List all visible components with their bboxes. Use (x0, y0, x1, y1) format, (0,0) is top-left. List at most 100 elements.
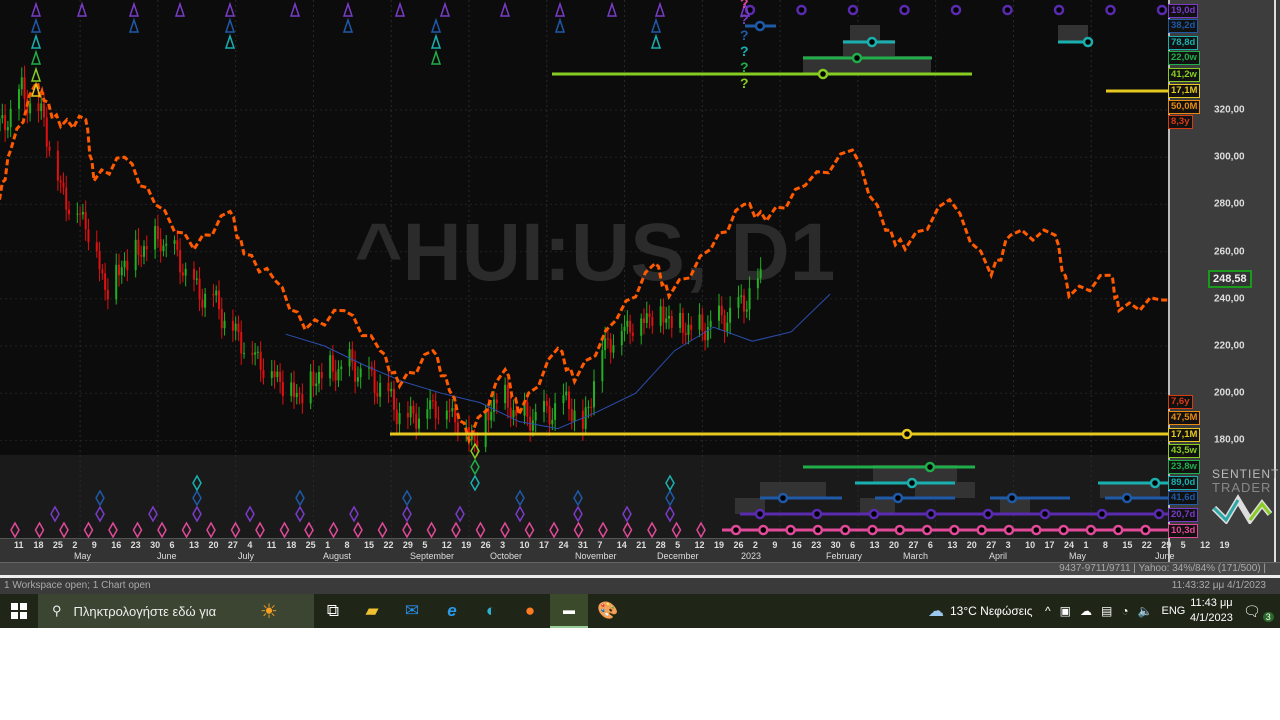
week-tick-label: 18 (33, 540, 44, 550)
system-tray[interactable]: ^ ▣ ☁ ▤ ◔ 🔈 ENG (1045, 594, 1185, 628)
cycle-length-label[interactable]: 17,1M (1168, 428, 1201, 442)
cycle-range-box (760, 482, 826, 498)
weather-widget[interactable]: ☁ 13°C Νεφώσεις (928, 594, 1033, 628)
cycle-trough-triangle-icon (224, 17, 236, 33)
cycle-diamond-icon (696, 521, 706, 538)
sentient-trader-taskbar-button[interactable]: ▬ (550, 594, 588, 628)
cycle-length-label[interactable]: 10,3d (1168, 524, 1199, 538)
wifi-icon[interactable]: ◔ (1121, 604, 1129, 618)
week-tick-label: 20 (889, 540, 900, 550)
cycle-length-label[interactable]: 17,1M (1168, 84, 1201, 98)
cycle-length-label[interactable]: 8,3y (1168, 115, 1193, 129)
candle-body (9, 108, 12, 128)
notifications-button[interactable]: 🗨 3 (1243, 594, 1274, 628)
candle-body (281, 382, 284, 396)
date-axis[interactable]: 11 18 25 2 9 16 23 30 6 13 20 27 4 11 18 25 1 8 15 22 29 5 12 1… (0, 538, 1230, 562)
price-tick-label: 220,00 (1214, 340, 1245, 352)
mail-button[interactable]: ✉ (393, 594, 431, 628)
cycle-trough-triangle-icon (342, 1, 354, 17)
cycle-length-label[interactable]: 41,6d (1168, 491, 1199, 505)
price-axis[interactable]: 320,00 300,00 280,00 260,00 240,00 220,00 200,… (1168, 0, 1280, 576)
candle-body (237, 323, 240, 333)
candle-body (106, 289, 109, 300)
cycle-length-label[interactable]: 7,6y (1168, 395, 1193, 409)
candle-body (320, 371, 323, 379)
clock[interactable]: 11:43 μμ 4/1/2023 (1190, 594, 1233, 628)
cycle-length-label[interactable]: 41,2w (1168, 68, 1200, 82)
cycle-length-label[interactable]: 23,8w (1168, 460, 1200, 474)
week-tick-label: 1 (1083, 540, 1089, 550)
candle-body (334, 371, 337, 381)
cycle-trough-triangle-icon (499, 1, 511, 17)
candle-body (431, 400, 434, 402)
clock-date: 4/1/2023 (1190, 612, 1233, 624)
cycle-trough-triangle-icon (394, 1, 406, 17)
candle-body (709, 320, 712, 327)
candle-body (606, 338, 609, 340)
chevron-up-icon[interactable]: ^ (1045, 604, 1051, 618)
price-chart[interactable]: ^HUI:US, D1 ?????? (0, 0, 1168, 538)
candle-body (651, 317, 654, 326)
candle-body (68, 209, 70, 215)
mail-icon: ✉ (404, 601, 420, 620)
cycle-length-label[interactable]: 47,5M (1168, 411, 1201, 425)
task-view-button[interactable]: ⧉ (314, 594, 352, 628)
cycle-length-label[interactable]: 50,0M (1168, 100, 1201, 114)
week-tick-label: 5 (422, 540, 428, 550)
unknown-cycle-marker: ? (740, 75, 749, 91)
cycle-length-label[interactable]: 78,8d (1168, 36, 1199, 50)
cycle-marker (924, 461, 936, 473)
language-indicator[interactable]: ENG (1161, 605, 1186, 617)
month-label: 2023 (741, 551, 762, 561)
candle-body (79, 213, 82, 215)
cycle-length-label[interactable]: 89,0d (1168, 476, 1199, 490)
cycle-length-label[interactable]: 20,7d (1168, 508, 1199, 522)
firefox-button[interactable]: ● (511, 594, 549, 628)
candle-body (279, 371, 282, 383)
price-tick-label: 180,00 (1214, 434, 1245, 446)
cycle-length-label[interactable]: 38,2d (1168, 19, 1199, 33)
taskbar-search-box[interactable]: ⚲ Πληκτρολογήστε εδώ για ☀ (38, 594, 314, 628)
cycle-length-label[interactable]: 43,5w (1168, 444, 1200, 458)
cycle-diamond-icon (95, 489, 105, 507)
cycle-marker (796, 4, 807, 16)
edge-icon: ◐ (485, 601, 497, 620)
edge-button[interactable]: ◐ (472, 594, 510, 628)
cycle-diamond-icon (470, 474, 480, 492)
candle-body (115, 264, 118, 300)
candle-body (504, 384, 507, 404)
candle-body (101, 269, 104, 274)
candle-body (406, 412, 409, 418)
week-tick-label: 26 (733, 540, 744, 550)
candle-body (6, 127, 9, 131)
candle-body (629, 320, 632, 333)
candle-body (640, 318, 643, 336)
network-adapter-icon[interactable]: ▤ (1100, 604, 1113, 618)
cycle-range-box (1000, 498, 1030, 514)
candle-body (523, 402, 526, 416)
candle-body (426, 409, 429, 419)
cycle-marker (785, 524, 796, 536)
week-tick-label: 25 (305, 540, 316, 550)
cycle-diamond-icon (622, 505, 632, 523)
internet-explorer-button[interactable]: e (433, 594, 471, 628)
file-explorer-button[interactable]: ▰ (353, 594, 391, 628)
candle-body (620, 331, 623, 346)
symbol-watermark: ^HUI:US, D1 (355, 207, 836, 298)
cycle-length-label[interactable]: 19,0d (1168, 4, 1199, 18)
meet-now-icon[interactable]: ▣ (1059, 604, 1071, 618)
candle-body (543, 400, 545, 413)
volume-icon[interactable]: 🔈 (1137, 604, 1153, 618)
paint-button[interactable]: 🎨 (589, 594, 627, 628)
windows-start-button[interactable] (0, 594, 38, 628)
candle-body (581, 410, 584, 430)
chart-area[interactable]: ^HUI:US, D1 ?????? (0, 0, 1280, 538)
cycle-length-label[interactable]: 22,0w (1168, 51, 1200, 65)
candle-body (593, 381, 595, 408)
onedrive-icon[interactable]: ☁ (1079, 604, 1092, 618)
week-tick-label: 6 (169, 540, 175, 550)
axis-edge (1274, 0, 1276, 576)
candle-body (0, 118, 1, 132)
candle-body (743, 295, 745, 312)
candle-body (740, 295, 743, 297)
